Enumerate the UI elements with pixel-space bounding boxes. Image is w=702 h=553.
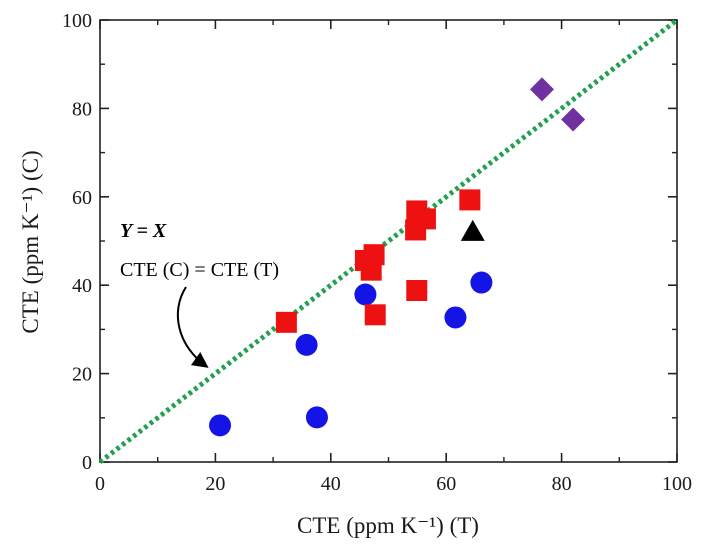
y-axis-label: CTE (ppm K⁻¹) (C) bbox=[18, 150, 43, 333]
x-tick-label: 60 bbox=[436, 473, 456, 495]
square-point bbox=[414, 208, 436, 230]
annotation-arrow bbox=[176, 286, 209, 368]
square-point bbox=[275, 311, 297, 333]
x-tick-label: 20 bbox=[205, 473, 225, 495]
x-axis-label: CTE (ppm K⁻¹) (T) bbox=[297, 513, 479, 538]
y-tick-label: 60 bbox=[72, 187, 92, 209]
annotation-description: CTE (C) = CTE (T) bbox=[120, 259, 279, 281]
y-tick-label: 40 bbox=[72, 275, 92, 297]
x-tick-label: 40 bbox=[321, 473, 341, 495]
reference-line-y-equals-x bbox=[98, 18, 679, 464]
x-tick-label: 0 bbox=[95, 473, 105, 495]
y-tick-label: 20 bbox=[72, 364, 92, 386]
y-tick-label: 0 bbox=[82, 452, 92, 474]
diamond-point bbox=[561, 107, 586, 132]
square-point bbox=[459, 189, 481, 211]
circle-point bbox=[209, 414, 232, 437]
square-point bbox=[406, 280, 428, 302]
annotation-equation: Y = X bbox=[120, 220, 167, 242]
x-tick-label: 80 bbox=[552, 473, 572, 495]
circle-point bbox=[354, 283, 377, 306]
circle-point bbox=[470, 271, 493, 294]
square-point bbox=[363, 244, 385, 266]
circle-point bbox=[444, 306, 467, 329]
axis-ticks: 0 20 40 60 80 100 0 20 40 60 80 100 bbox=[62, 10, 692, 495]
circle-point bbox=[305, 406, 328, 429]
diamond-point bbox=[529, 77, 554, 102]
square-point bbox=[364, 304, 386, 326]
y-tick-label: 80 bbox=[72, 98, 92, 120]
data-points bbox=[209, 77, 586, 437]
x-tick-label: 100 bbox=[662, 473, 692, 495]
y-tick-label: 100 bbox=[62, 10, 92, 32]
circle-point bbox=[295, 333, 318, 356]
triangle-point bbox=[460, 219, 485, 241]
